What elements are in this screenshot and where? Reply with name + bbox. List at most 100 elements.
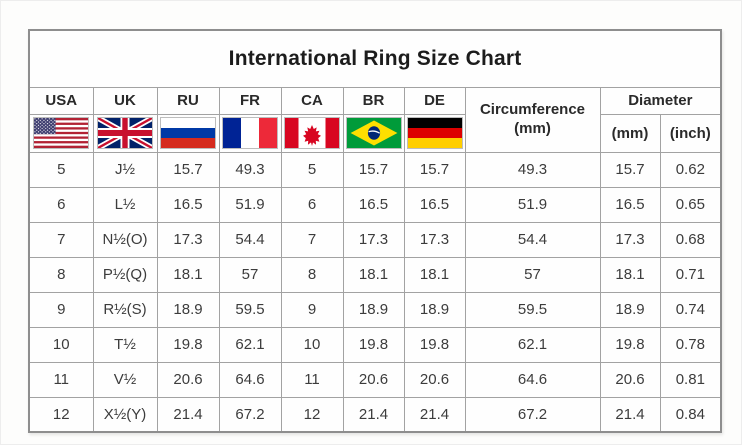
cell-fr: 54.4 bbox=[218, 221, 282, 258]
cell-ru: 16.5 bbox=[156, 186, 220, 223]
flags-row: (mm) (inch) bbox=[28, 113, 722, 153]
cell-br: 18.1 bbox=[342, 256, 405, 293]
usa-flag-icon bbox=[33, 117, 90, 149]
cell-uk: V½ bbox=[92, 361, 158, 398]
cell-diameter-mm: 19.8 bbox=[599, 326, 661, 363]
cell-fr: 64.6 bbox=[218, 361, 282, 398]
ring-size-chart-table: International Ring Size Chart USA UK RU … bbox=[28, 29, 723, 433]
cell-usa: 10 bbox=[28, 326, 94, 363]
cell-circumference-mm: 54.4 bbox=[464, 221, 601, 258]
brazil-flag-icon bbox=[345, 117, 402, 149]
cell-br: 18.9 bbox=[342, 291, 405, 328]
cell-diameter-mm: 17.3 bbox=[599, 221, 661, 258]
cell-ca: 8 bbox=[280, 256, 344, 293]
cell-fr: 57 bbox=[218, 256, 282, 293]
canada-flag-icon bbox=[284, 117, 340, 149]
column-codes-row: USA UK RU FR CA BR DE Circumference (mm)… bbox=[28, 86, 722, 153]
cell-de: 18.9 bbox=[403, 291, 466, 328]
circumference-unit: (mm) bbox=[514, 119, 551, 137]
cell-diameter-mm: 15.7 bbox=[599, 151, 661, 188]
cell-de: 16.5 bbox=[403, 186, 466, 223]
uk-flag-icon bbox=[97, 117, 153, 149]
cell-de: 19.8 bbox=[403, 326, 466, 363]
cell-br: 21.4 bbox=[342, 396, 405, 433]
cell-de: 18.1 bbox=[403, 256, 466, 293]
column-header-ru: RU bbox=[156, 86, 220, 115]
table-row: 6 L½ 16.5 51.9 6 16.5 16.5 51.9 16.5 0.65 bbox=[28, 186, 722, 223]
diameter-inch-header: (inch) bbox=[659, 113, 722, 153]
cell-br: 19.8 bbox=[342, 326, 405, 363]
cell-usa: 9 bbox=[28, 291, 94, 328]
chart-title: International Ring Size Chart bbox=[28, 29, 722, 88]
cell-uk: P½(Q) bbox=[92, 256, 158, 293]
cell-ca: 10 bbox=[280, 326, 344, 363]
cell-fr: 59.5 bbox=[218, 291, 282, 328]
cell-diameter-inch: 0.62 bbox=[659, 151, 722, 188]
table-body: 5 J½ 15.7 49.3 5 15.7 15.7 49.3 15.7 0.62 6 L½ 16.5 5… bbox=[28, 151, 722, 433]
cell-ru: 21.4 bbox=[156, 396, 220, 433]
table-row: 10 T½ 19.8 62.1 10 19.8 19.8 62.1 19.8 0.78 bbox=[28, 326, 722, 363]
cell-de: 15.7 bbox=[403, 151, 466, 188]
cell-fr: 67.2 bbox=[218, 396, 282, 433]
cell-uk: R½(S) bbox=[92, 291, 158, 328]
cell-usa: 5 bbox=[28, 151, 94, 188]
cell-circumference-mm: 64.6 bbox=[464, 361, 601, 398]
cell-uk: J½ bbox=[92, 151, 158, 188]
cell-diameter-mm: 18.1 bbox=[599, 256, 661, 293]
cell-br: 16.5 bbox=[342, 186, 405, 223]
cell-usa: 7 bbox=[28, 221, 94, 258]
cell-circumference-mm: 62.1 bbox=[464, 326, 601, 363]
cell-circumference-mm: 57 bbox=[464, 256, 601, 293]
cell-ru: 18.1 bbox=[156, 256, 220, 293]
cell-br: 20.6 bbox=[342, 361, 405, 398]
cell-de: 17.3 bbox=[403, 221, 466, 258]
cell-usa: 12 bbox=[28, 396, 94, 433]
cell-usa: 11 bbox=[28, 361, 94, 398]
cell-circumference-mm: 67.2 bbox=[464, 396, 601, 433]
table-row: 12 X½(Y) 21.4 67.2 12 21.4 21.4 67.2 21.4 0.84 bbox=[28, 396, 722, 433]
uk-flag-cell bbox=[92, 113, 158, 153]
cell-fr: 51.9 bbox=[218, 186, 282, 223]
cell-br: 17.3 bbox=[342, 221, 405, 258]
cell-ru: 19.8 bbox=[156, 326, 220, 363]
canada-flag-cell bbox=[280, 113, 344, 153]
cell-ca: 6 bbox=[280, 186, 344, 223]
cell-uk: N½(O) bbox=[92, 221, 158, 258]
russia-flag-cell bbox=[156, 113, 220, 153]
cell-circumference-mm: 51.9 bbox=[464, 186, 601, 223]
cell-de: 21.4 bbox=[403, 396, 466, 433]
cell-ru: 18.9 bbox=[156, 291, 220, 328]
cell-diameter-mm: 16.5 bbox=[599, 186, 661, 223]
column-header-uk: UK bbox=[92, 86, 158, 115]
table-row: 5 J½ 15.7 49.3 5 15.7 15.7 49.3 15.7 0.62 bbox=[28, 151, 722, 188]
russia-flag-icon bbox=[160, 117, 216, 149]
circumference-label: Circumference bbox=[479, 100, 586, 118]
column-header-ca: CA bbox=[280, 86, 344, 115]
table-row: 9 R½(S) 18.9 59.5 9 18.9 18.9 59.5 18.9 0.74 bbox=[28, 291, 722, 328]
cell-diameter-inch: 0.78 bbox=[659, 326, 722, 363]
cell-ru: 20.6 bbox=[156, 361, 220, 398]
usa-flag-cell bbox=[28, 113, 94, 153]
cell-ru: 15.7 bbox=[156, 151, 220, 188]
column-header-diameter: Diameter bbox=[599, 86, 722, 115]
diameter-mm-header: (mm) bbox=[599, 113, 661, 153]
cell-fr: 62.1 bbox=[218, 326, 282, 363]
cell-ca: 7 bbox=[280, 221, 344, 258]
cell-diameter-inch: 0.84 bbox=[659, 396, 722, 433]
cell-diameter-inch: 0.65 bbox=[659, 186, 722, 223]
cell-ru: 17.3 bbox=[156, 221, 220, 258]
cell-ca: 12 bbox=[280, 396, 344, 433]
table-row: 8 P½(Q) 18.1 57 8 18.1 18.1 57 18.1 0.71 bbox=[28, 256, 722, 293]
cell-uk: L½ bbox=[92, 186, 158, 223]
cell-uk: X½(Y) bbox=[92, 396, 158, 433]
column-header-fr: FR bbox=[218, 86, 282, 115]
cell-ca: 11 bbox=[280, 361, 344, 398]
title-row: International Ring Size Chart bbox=[28, 29, 722, 88]
germany-flag-cell bbox=[403, 113, 466, 153]
cell-diameter-inch: 0.68 bbox=[659, 221, 722, 258]
cell-br: 15.7 bbox=[342, 151, 405, 188]
france-flag-icon bbox=[222, 117, 278, 149]
cell-diameter-mm: 21.4 bbox=[599, 396, 661, 433]
cell-fr: 49.3 bbox=[218, 151, 282, 188]
